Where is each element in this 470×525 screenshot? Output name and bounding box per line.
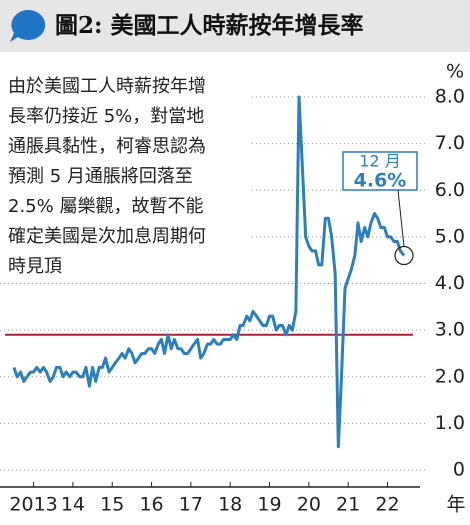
x-tick-label: 14: [61, 494, 85, 516]
note-line: 確定美國是次加息周期何: [8, 226, 206, 247]
y-tick-label: 3.0: [435, 319, 465, 341]
note-line: 通脹具黏性，柯睿思認為: [8, 136, 206, 157]
x-tick-label: 15: [100, 494, 124, 516]
annotation-connector: [397, 189, 405, 247]
note-line: 長率仍接近 5%，對當地: [8, 106, 204, 127]
note-background: [0, 72, 250, 282]
x-tick-label: 19: [257, 494, 281, 516]
annotation-box: [342, 151, 418, 191]
y-tick-label: 4.0: [435, 272, 465, 294]
highlight-point: [394, 245, 414, 266]
annotation-label: 4.6%: [354, 170, 407, 192]
chart-title: 圖2: 美國工人時薪按年增長率: [55, 12, 364, 39]
y-tick-label: 6.0: [435, 179, 465, 201]
x-tick-label: 20: [297, 494, 321, 516]
x-tick-label: 22: [375, 494, 399, 516]
title-bar: [0, 0, 470, 52]
y-tick-label: 7.0: [435, 132, 465, 154]
note-line: 時見頂: [8, 256, 62, 277]
y-tick-label: 0: [453, 459, 465, 481]
x-axis-label: 年: [446, 494, 465, 516]
y-tick-label: 1.0: [435, 412, 465, 434]
y-tick-label: 5.0: [435, 225, 465, 247]
y-tick-label: 8.0: [435, 86, 465, 108]
x-tick-label: 21: [336, 494, 360, 516]
note-line: 預測 5 月通脹將回落至: [8, 166, 193, 187]
x-tick-label: 18: [218, 494, 242, 516]
y-axis-label: %: [446, 61, 464, 83]
title-icon: [10, 9, 46, 42]
series-line: [12, 95, 406, 449]
x-tick-label: 16: [139, 494, 163, 516]
x-tick-label: 17: [179, 494, 203, 516]
x-tick-label: 2013: [9, 494, 57, 516]
annotation-text: 12 月: [359, 152, 400, 171]
note-line: 由於美國工人時薪按年增: [8, 76, 206, 97]
y-tick-label: 2.0: [435, 365, 465, 387]
note-line: 2.5% 屬樂觀，故暫不能: [8, 196, 203, 217]
